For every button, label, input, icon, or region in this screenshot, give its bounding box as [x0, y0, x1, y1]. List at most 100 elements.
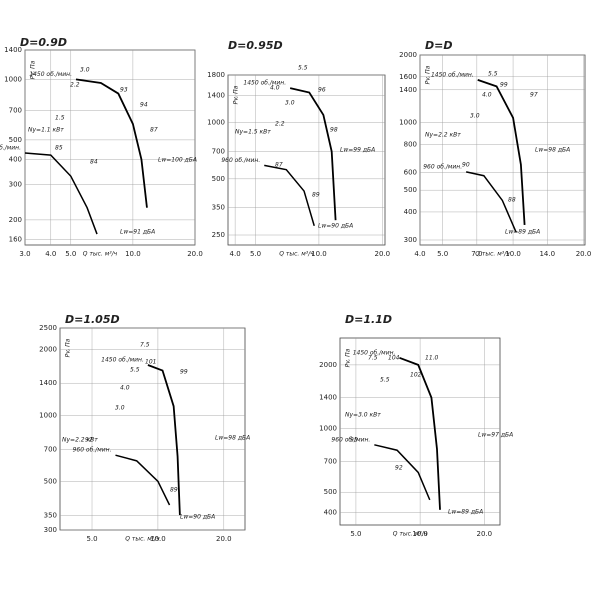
y-tick-label: 500	[212, 175, 225, 183]
x-tick-label: 14.0	[539, 250, 555, 258]
performance-curve	[147, 364, 181, 516]
x-tick-label: 20.0	[187, 250, 203, 258]
annotation: 99	[180, 369, 188, 376]
y-tick-label: 600	[404, 168, 417, 176]
y-tick-label: 300	[44, 526, 57, 534]
annotation: 101	[145, 359, 156, 366]
y-tick-label: 200	[9, 216, 22, 224]
curve-label: 1450 об./мин.	[29, 71, 72, 78]
y-tick-label: 1800	[207, 71, 225, 79]
x-tick-label: 4.0	[414, 250, 425, 258]
y-tick-label: 500	[324, 488, 337, 496]
x-tick-label: 10.0	[150, 535, 166, 543]
y-tick-label: 2500	[39, 324, 57, 332]
y-tick-label: 160	[9, 235, 22, 243]
y-tick-label: 1400	[39, 379, 57, 387]
annotation: Lw=98 дБА	[215, 435, 250, 442]
annotation: 93	[120, 87, 128, 94]
curve-label: 1450 об./мин.	[243, 80, 286, 87]
x-tick-label: 4.0	[45, 250, 56, 258]
annotation: 94	[140, 102, 148, 109]
annotation: 5.5	[298, 65, 308, 72]
y-tick-label: 1400	[319, 394, 337, 402]
y-tick-label: 700	[324, 457, 337, 465]
performance-curve	[289, 87, 337, 221]
curve-label: 960 об./мин.	[331, 436, 370, 443]
annotation: 5.5	[488, 71, 498, 78]
y-tick-label: 700	[212, 148, 225, 156]
x-tick-label: 10.0	[412, 530, 428, 538]
performance-curve	[75, 78, 148, 208]
y-tick-label: 500	[9, 136, 22, 144]
y-tick-label: 2000	[399, 51, 417, 59]
annotation: Lw=97 дБА	[478, 432, 513, 439]
annotation: 89	[312, 192, 320, 199]
y-tick-label: 1400	[399, 86, 417, 94]
annotation: 87	[150, 127, 158, 134]
annotation: Lw=89 дБА	[448, 509, 483, 516]
annotation: 5.5	[380, 377, 390, 384]
annotation: 4.0	[120, 385, 130, 392]
annotation: 4.0	[270, 85, 280, 92]
annotation: 98	[330, 127, 338, 134]
x-tick-label: 10.0	[311, 250, 327, 258]
annotation: 11.0	[425, 355, 439, 362]
x-tick-label: 10.0	[505, 250, 521, 258]
y-axis-label: Pv, Па	[30, 60, 37, 79]
curve-label: 1450 об./мин.	[101, 357, 144, 364]
annotation: 88	[508, 197, 516, 204]
y-axis-label: Pv, Па	[233, 85, 240, 104]
y-axis-label: Pv, Па	[345, 348, 352, 367]
annotation: 1.5	[55, 115, 65, 122]
annotation: 3.0	[470, 113, 480, 120]
performance-curve	[399, 356, 441, 510]
annotation: 7.5	[368, 355, 378, 362]
annotation: Ny=2.2 кВт	[425, 132, 461, 139]
x-tick-label: 10.0	[125, 250, 141, 258]
x-tick-label: 20.0	[576, 250, 592, 258]
x-tick-label: 7.0	[471, 250, 482, 258]
x-axis-label: Q тыс. м³/ч	[125, 536, 160, 543]
performance-curve	[374, 444, 431, 501]
curve-label: 960 об./мин.	[221, 157, 260, 164]
x-axis-label: Q тыс. м³/ч	[475, 251, 510, 258]
annotation: 99	[500, 82, 508, 89]
annotation: 92	[395, 465, 403, 472]
x-axis-label: Q тыс. м³/ч	[393, 531, 428, 538]
y-tick-label: 1000	[399, 119, 417, 127]
x-axis-label: Q тыс. м³/ч	[83, 251, 118, 258]
annotation: Lw=99 дБА	[340, 147, 375, 154]
annotation: 5.5	[130, 367, 140, 374]
x-tick-label: 5.0	[250, 250, 261, 258]
curve-label: 960 об./мин.	[423, 163, 462, 170]
annotation: 85	[55, 145, 63, 152]
y-tick-label: 500	[44, 477, 57, 485]
annotation: 3.0	[285, 100, 295, 107]
chart-title: D=1.05D	[65, 313, 120, 326]
y-tick-label: 700	[44, 445, 57, 453]
annotation: Lw=98 дБА	[535, 147, 570, 154]
annotation: 89	[170, 487, 178, 494]
annotation: Lw=90 дБА	[318, 223, 353, 230]
chart-title: D=1.1D	[345, 313, 392, 326]
annotation: 90	[462, 162, 470, 169]
performance-curve	[24, 152, 98, 235]
y-tick-label: 250	[212, 231, 225, 239]
y-tick-label: 1600	[399, 73, 417, 81]
x-tick-label: 5.0	[437, 250, 448, 258]
performance-curve	[115, 454, 171, 506]
annotation: 2.2	[70, 82, 80, 89]
curve-label: 1450 об./мин.	[353, 349, 396, 356]
y-tick-label: 2000	[319, 361, 337, 369]
curve-label: 1450 об./мин.	[431, 71, 474, 78]
annotation: 3.0	[80, 67, 90, 74]
annotation: 92	[85, 437, 93, 444]
x-tick-label: 5.0	[65, 250, 76, 258]
x-axis-label: Q тыс. м³/ч	[279, 251, 314, 258]
annotation: 84	[90, 159, 98, 166]
performance-curve	[465, 171, 517, 233]
annotation: Lw=89 дБА	[505, 229, 540, 236]
annotation: 97	[530, 92, 538, 99]
y-tick-label: 300	[9, 180, 22, 188]
y-axis-label: Pv, Па	[425, 65, 432, 84]
